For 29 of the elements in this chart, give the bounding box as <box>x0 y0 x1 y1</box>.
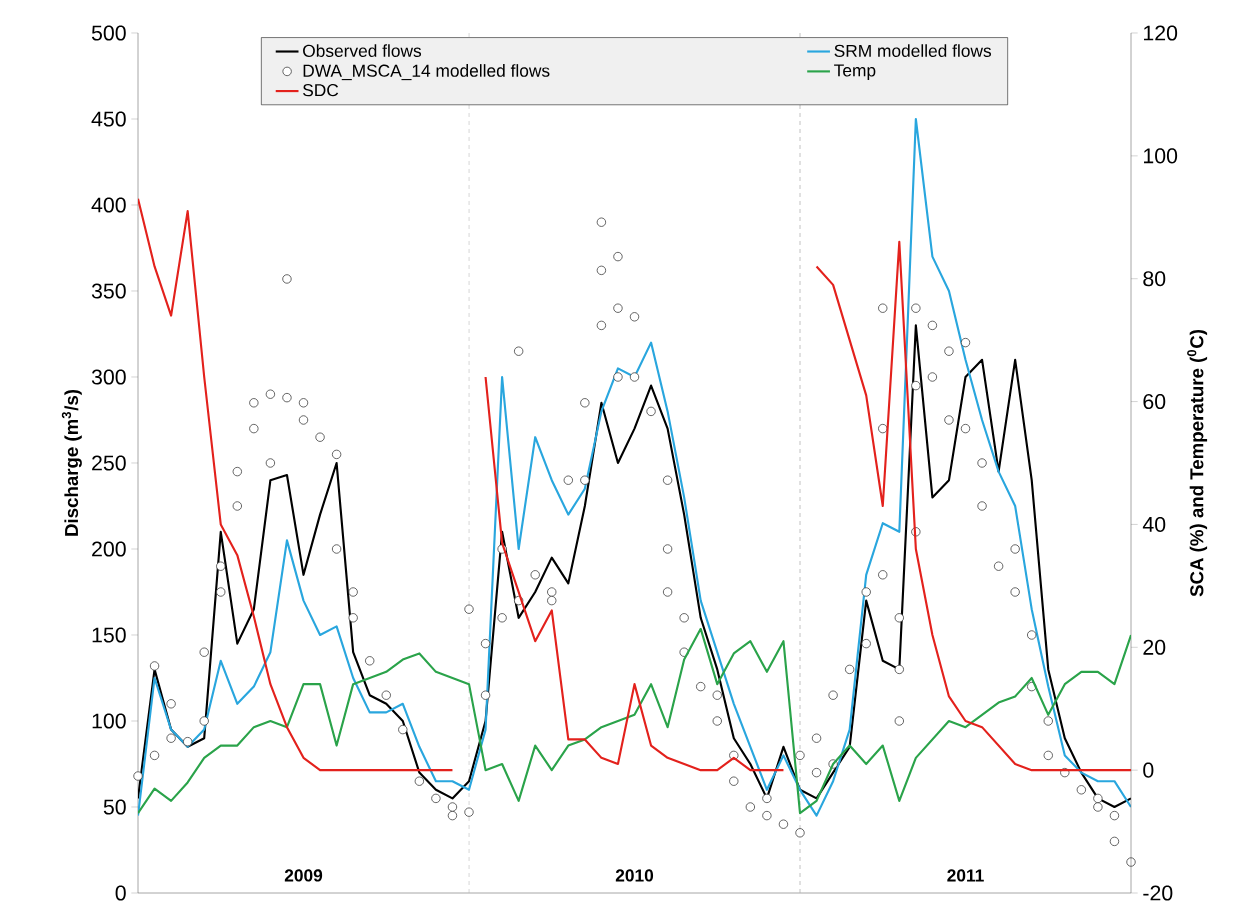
y-tick-label: 150 <box>92 627 126 643</box>
y-tick-label: 250 <box>92 455 126 471</box>
legend-label: SDC <box>303 84 339 97</box>
legend-label: Temp <box>834 64 876 80</box>
y-tick-label: 450 <box>91 111 126 127</box>
legend-label: Observed flows <box>303 44 422 57</box>
legend-label: DWA_MSCA_14 modelled flows <box>303 64 550 81</box>
y2-tick-label: -20 <box>1143 885 1173 901</box>
annotation: 2009 <box>284 869 323 882</box>
y-tick-label: 50 <box>103 799 126 815</box>
y-tick-label: 200 <box>92 541 126 557</box>
y2-axis-title: SCA (%) and Temperature ($^{0}$C) <box>1187 329 1208 597</box>
legend-label: SRM modelled flows <box>834 44 992 57</box>
y2-tick-label: 120 <box>1144 25 1178 41</box>
y2-tick-label: 80 <box>1143 271 1166 287</box>
y-tick-label: 500 <box>91 25 126 41</box>
y-axis-title: Discharge (m$^{3}$/s) <box>61 389 82 536</box>
y-tick-label: 300 <box>91 369 126 385</box>
y2-tick-label: 40 <box>1142 516 1166 532</box>
annotation: 2010 <box>615 869 654 882</box>
y2-tick-label: 20 <box>1143 639 1166 655</box>
y-tick-label: 100 <box>92 713 126 729</box>
annotation: 2011 <box>947 869 984 882</box>
y2-tick-label: 0 <box>1143 762 1154 778</box>
y-tick-label: 350 <box>91 283 126 299</box>
y-tick-label: 400 <box>91 197 126 213</box>
y2-tick-label: 100 <box>1144 148 1178 164</box>
y2-tick-label: 60 <box>1143 394 1166 410</box>
y-tick-label: 0 <box>115 885 126 901</box>
